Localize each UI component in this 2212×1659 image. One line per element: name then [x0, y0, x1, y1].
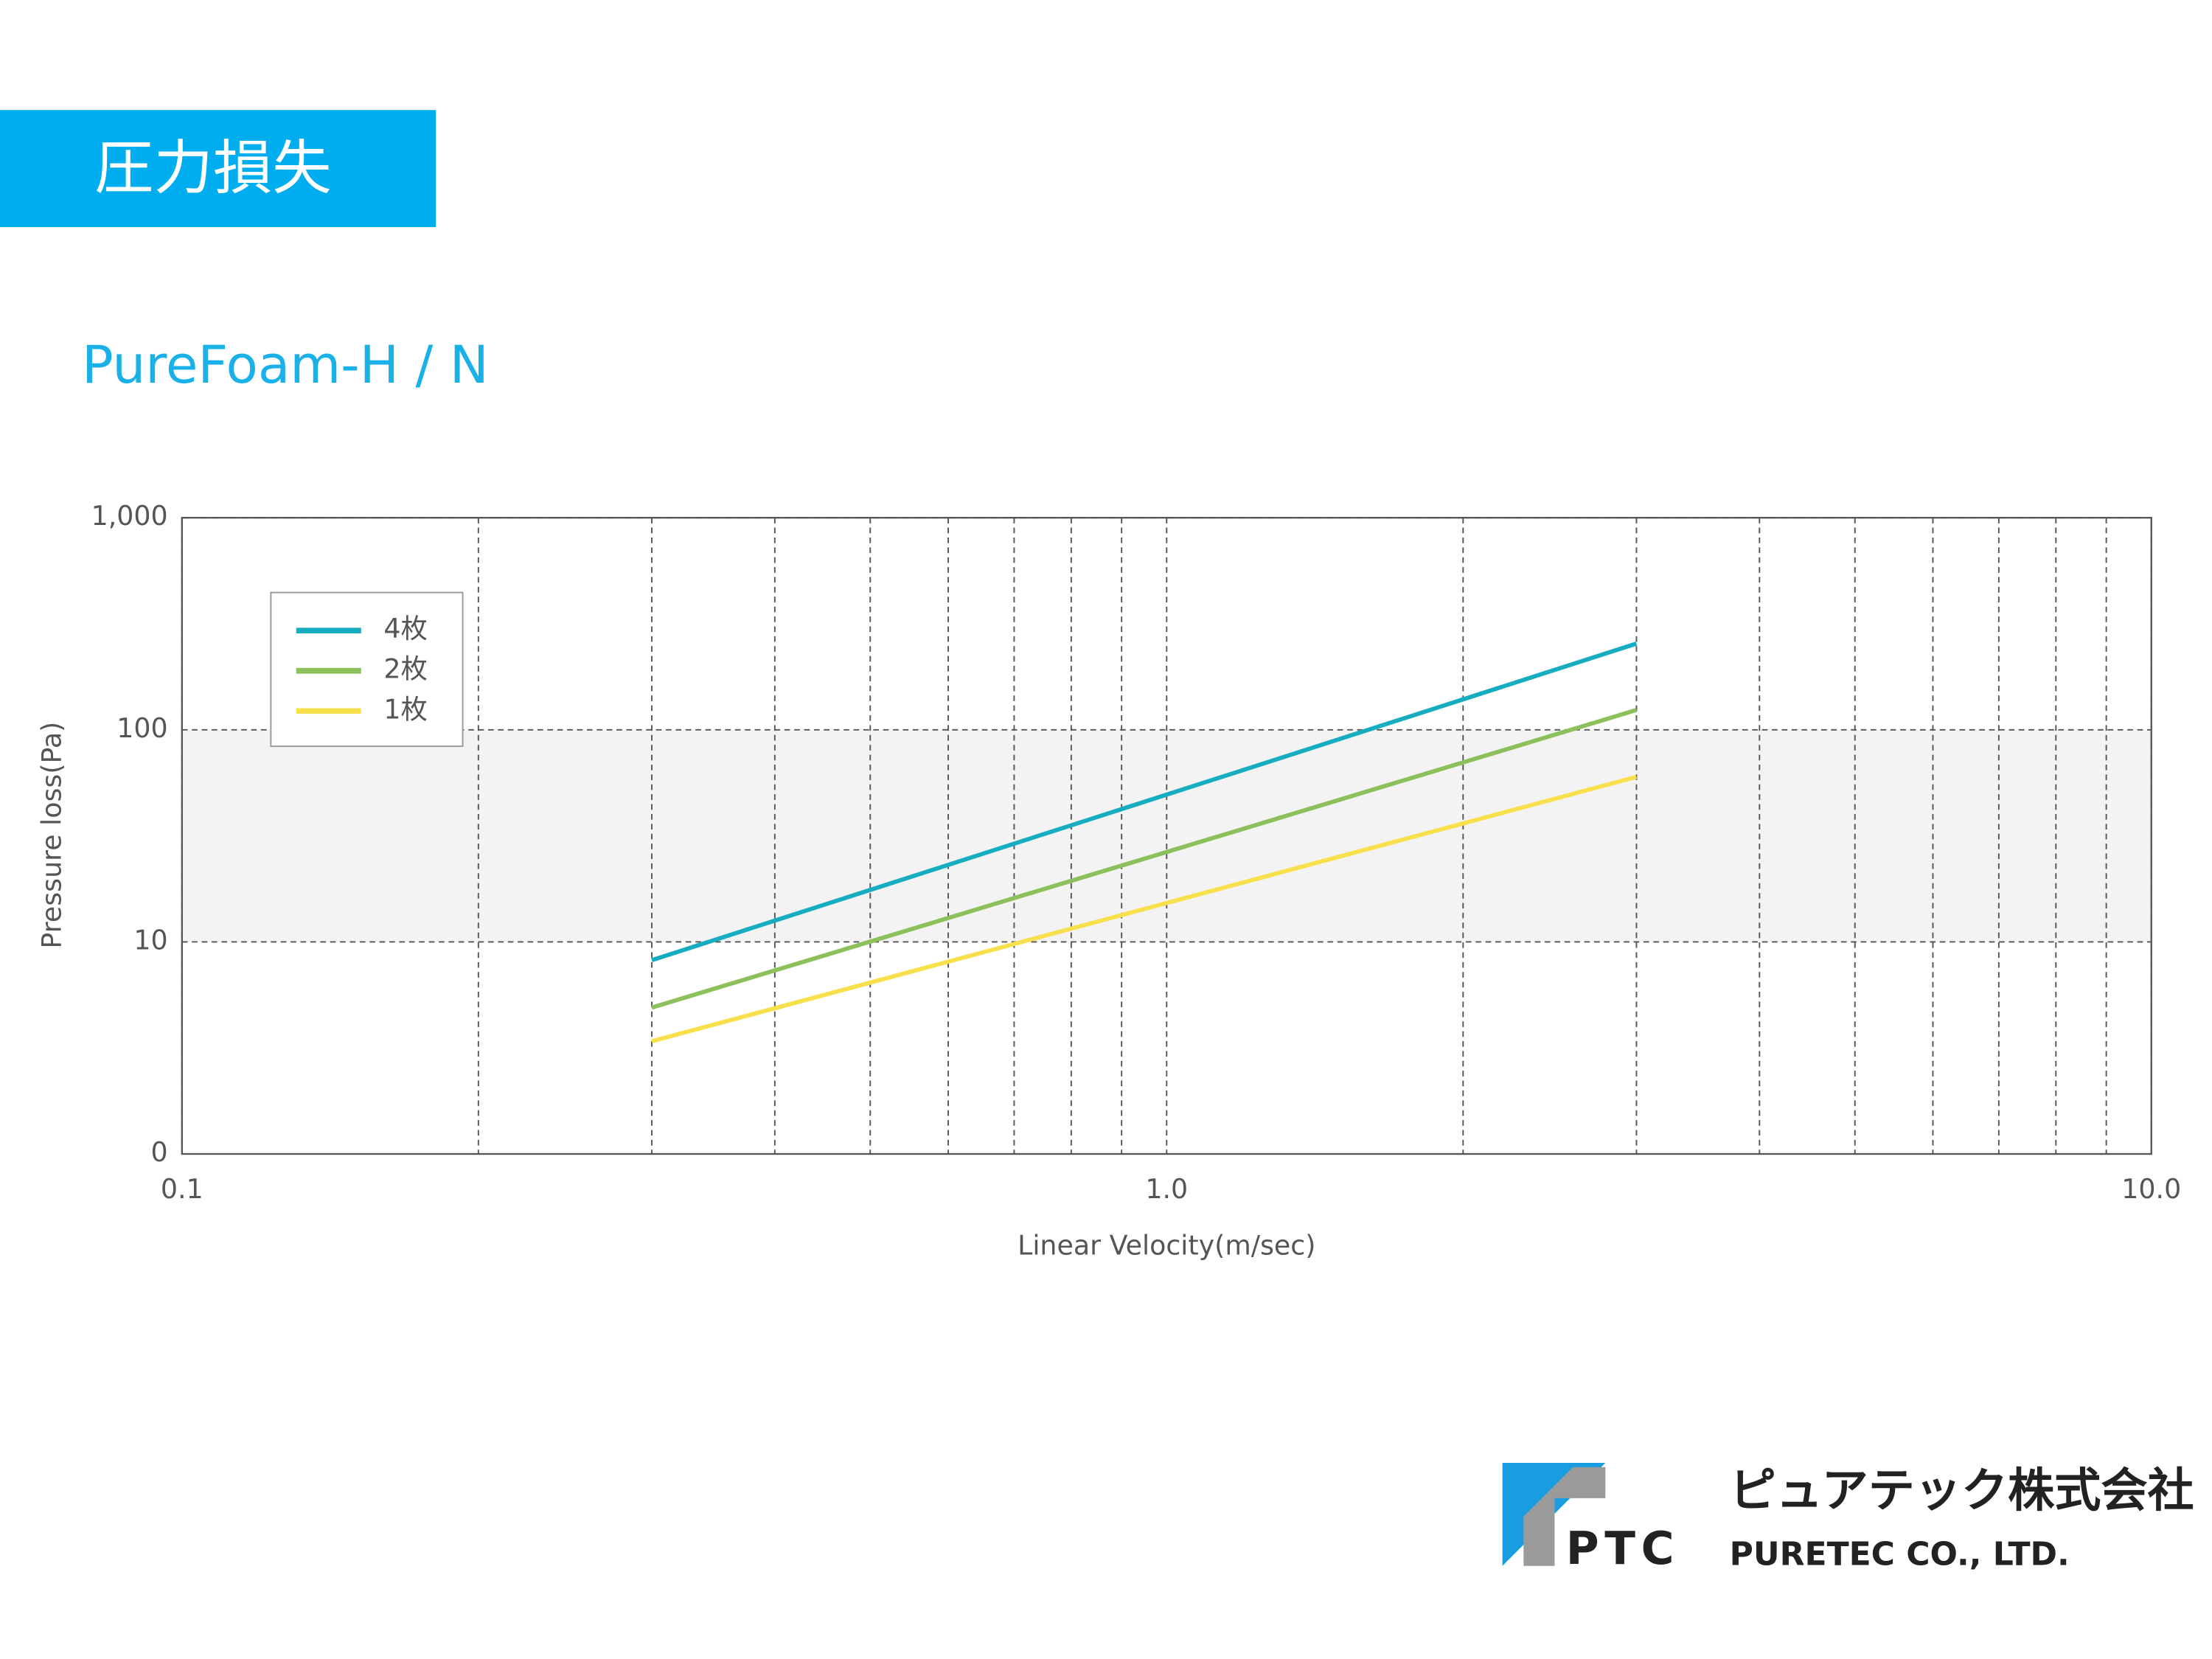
x-tick-label: 1.0 — [1145, 1173, 1188, 1205]
header-title: 圧力損失 — [94, 133, 331, 202]
company-jp: ピュアテック株式会社 — [1730, 1463, 2194, 1517]
logo: PTC ピュアテック株式会社 PURETEC CO., LTD. — [1502, 1463, 2194, 1575]
x-axis-label: Linear Velocity(m/sec) — [1018, 1229, 1315, 1261]
plot-frame — [181, 517, 2152, 1155]
y-axis-label: Pressure loss(Pa) — [36, 722, 68, 949]
header-band — [0, 110, 437, 228]
legend-label: 4枚 — [383, 613, 427, 644]
y-tick-label: 100 — [116, 712, 167, 744]
logo-gray — [1523, 1467, 1606, 1566]
y-tick-label: 1,000 — [91, 500, 168, 532]
y-tick-label: 0 — [151, 1136, 168, 1168]
series-line — [651, 641, 1638, 962]
y-tick-label: 10 — [133, 924, 167, 956]
series-line — [651, 708, 1638, 1010]
company-en: PURETEC CO., LTD. — [1730, 1535, 2070, 1573]
x-tick-label: 10.0 — [2121, 1173, 2181, 1205]
x-tick-label: 0.1 — [161, 1173, 204, 1205]
series-line — [651, 774, 1638, 1043]
chart-title: PureFoam-H / N — [82, 334, 489, 395]
plot: 0 10 100 1,000 0.1 1.0 10.0 4枚 2枚 1枚 — [91, 500, 2182, 1205]
legend-label: 1枚 — [383, 693, 427, 725]
logo-text: PTC — [1566, 1523, 1680, 1575]
legend-label: 2枚 — [383, 653, 427, 685]
